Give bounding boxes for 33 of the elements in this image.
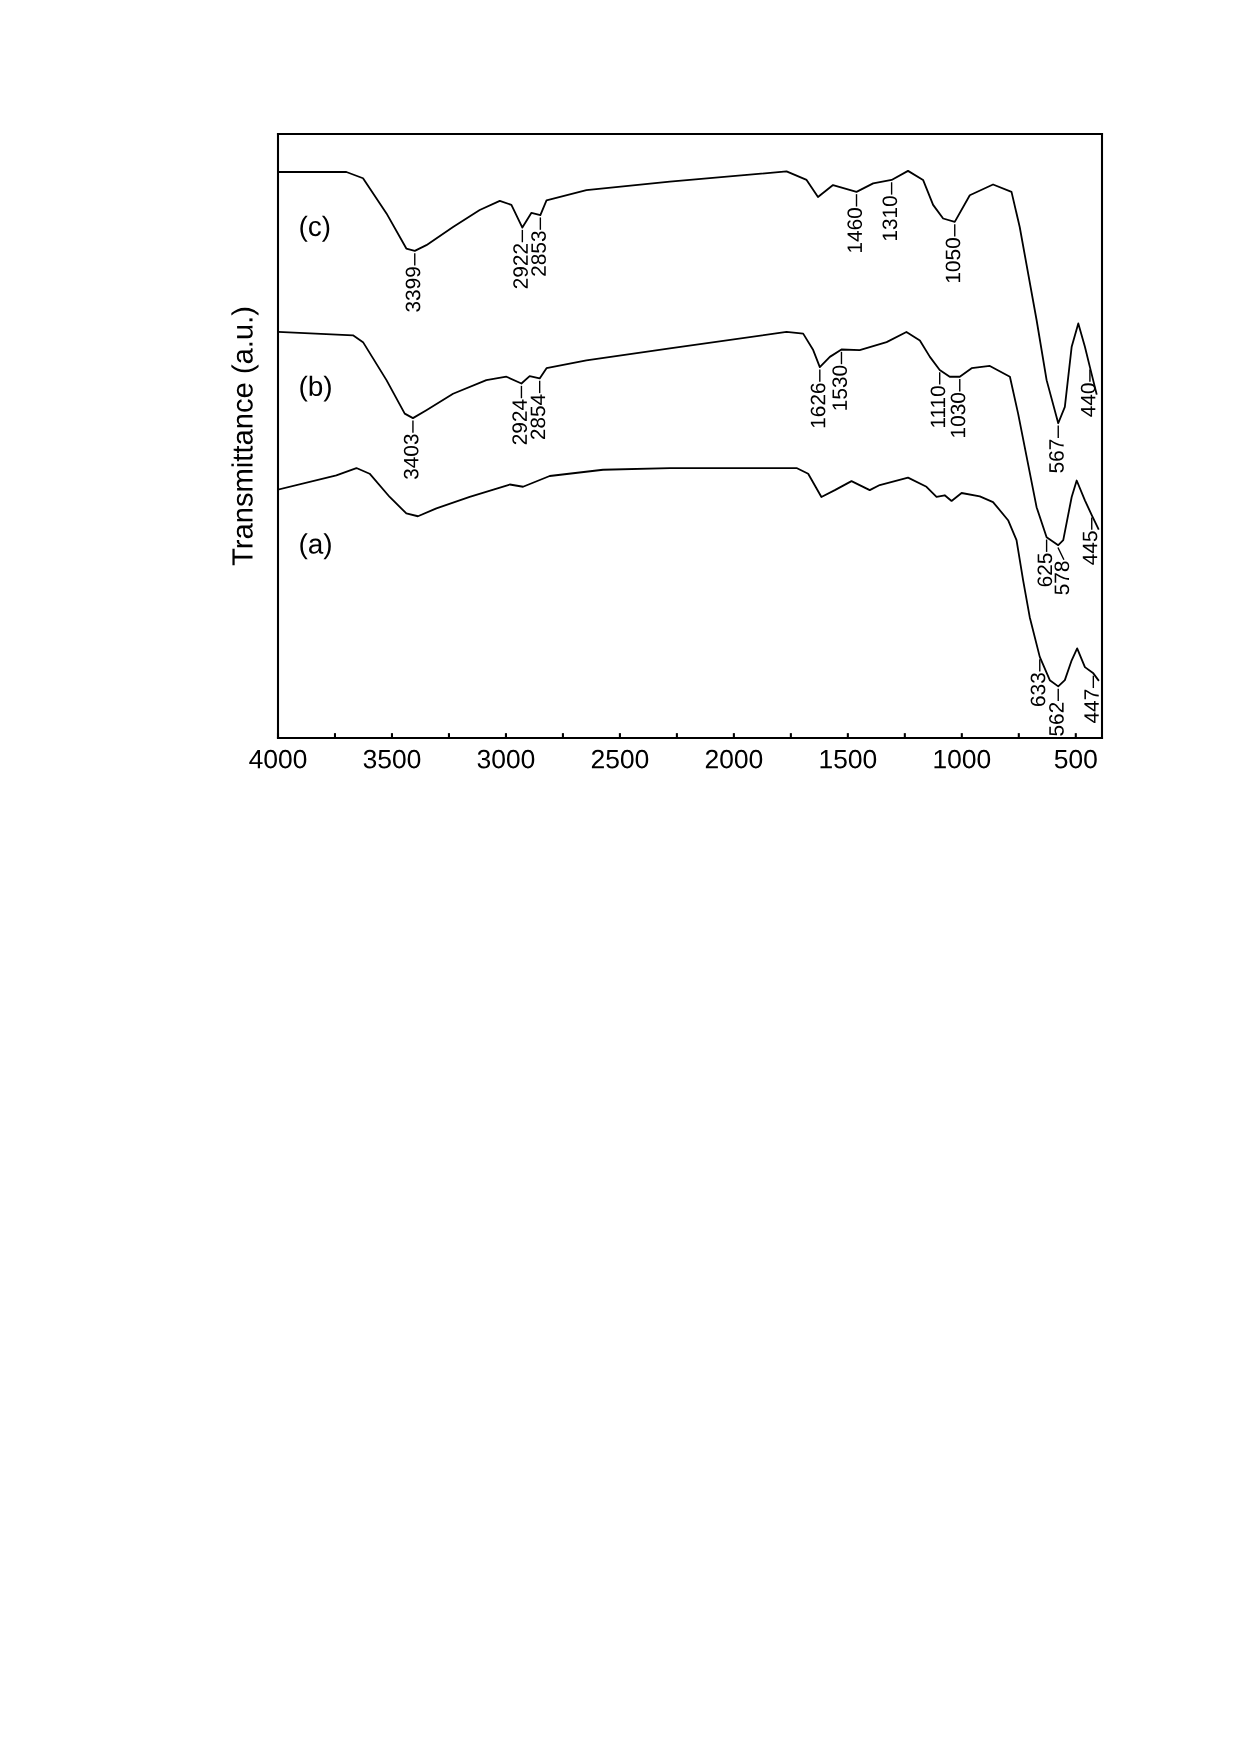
series-label: (b) [300,375,331,402]
x-tick-label: 2500 [591,749,649,769]
y-axis-title: Transmittance (a.u.) [231,307,259,566]
annotation: 3403 [403,434,419,480]
annotation: 447 [1084,689,1099,724]
annotation: 578 [1054,561,1070,595]
annotation: 3399 [405,267,421,312]
x-tick-label: 3000 [477,749,535,769]
annotation: 633 [1030,673,1046,706]
annotation: 1110 [930,386,946,427]
annotation: 1310 [882,196,898,241]
x-tick-label: 500 [1054,749,1097,769]
annotation: 1030 [950,392,966,437]
annotation: 1626 [810,383,826,428]
annotation: 445 [1082,531,1098,565]
annotation: 1530 [832,365,848,410]
annotation: 567 [1049,439,1064,473]
annotation: 2924 [512,399,528,445]
x-tick-label: 1000 [934,749,991,769]
annotation: 1460 [847,208,863,252]
annotation: 625 [1037,553,1053,587]
annotation: 562 [1049,702,1064,736]
x-tick-label: 2000 [705,749,763,769]
annotation: 2853 [531,231,546,276]
x-tick-label: 4000 [249,749,307,769]
x-tick-label: 1500 [820,749,877,769]
annotation: 2854 [530,394,546,440]
annotation: 1050 [945,238,961,283]
annotation: 440 [1080,383,1096,417]
annotation: 2922 [513,244,528,289]
x-tick-label: 3500 [363,749,421,769]
series-label: (a) [300,533,331,560]
series-label: (c) [300,215,330,242]
